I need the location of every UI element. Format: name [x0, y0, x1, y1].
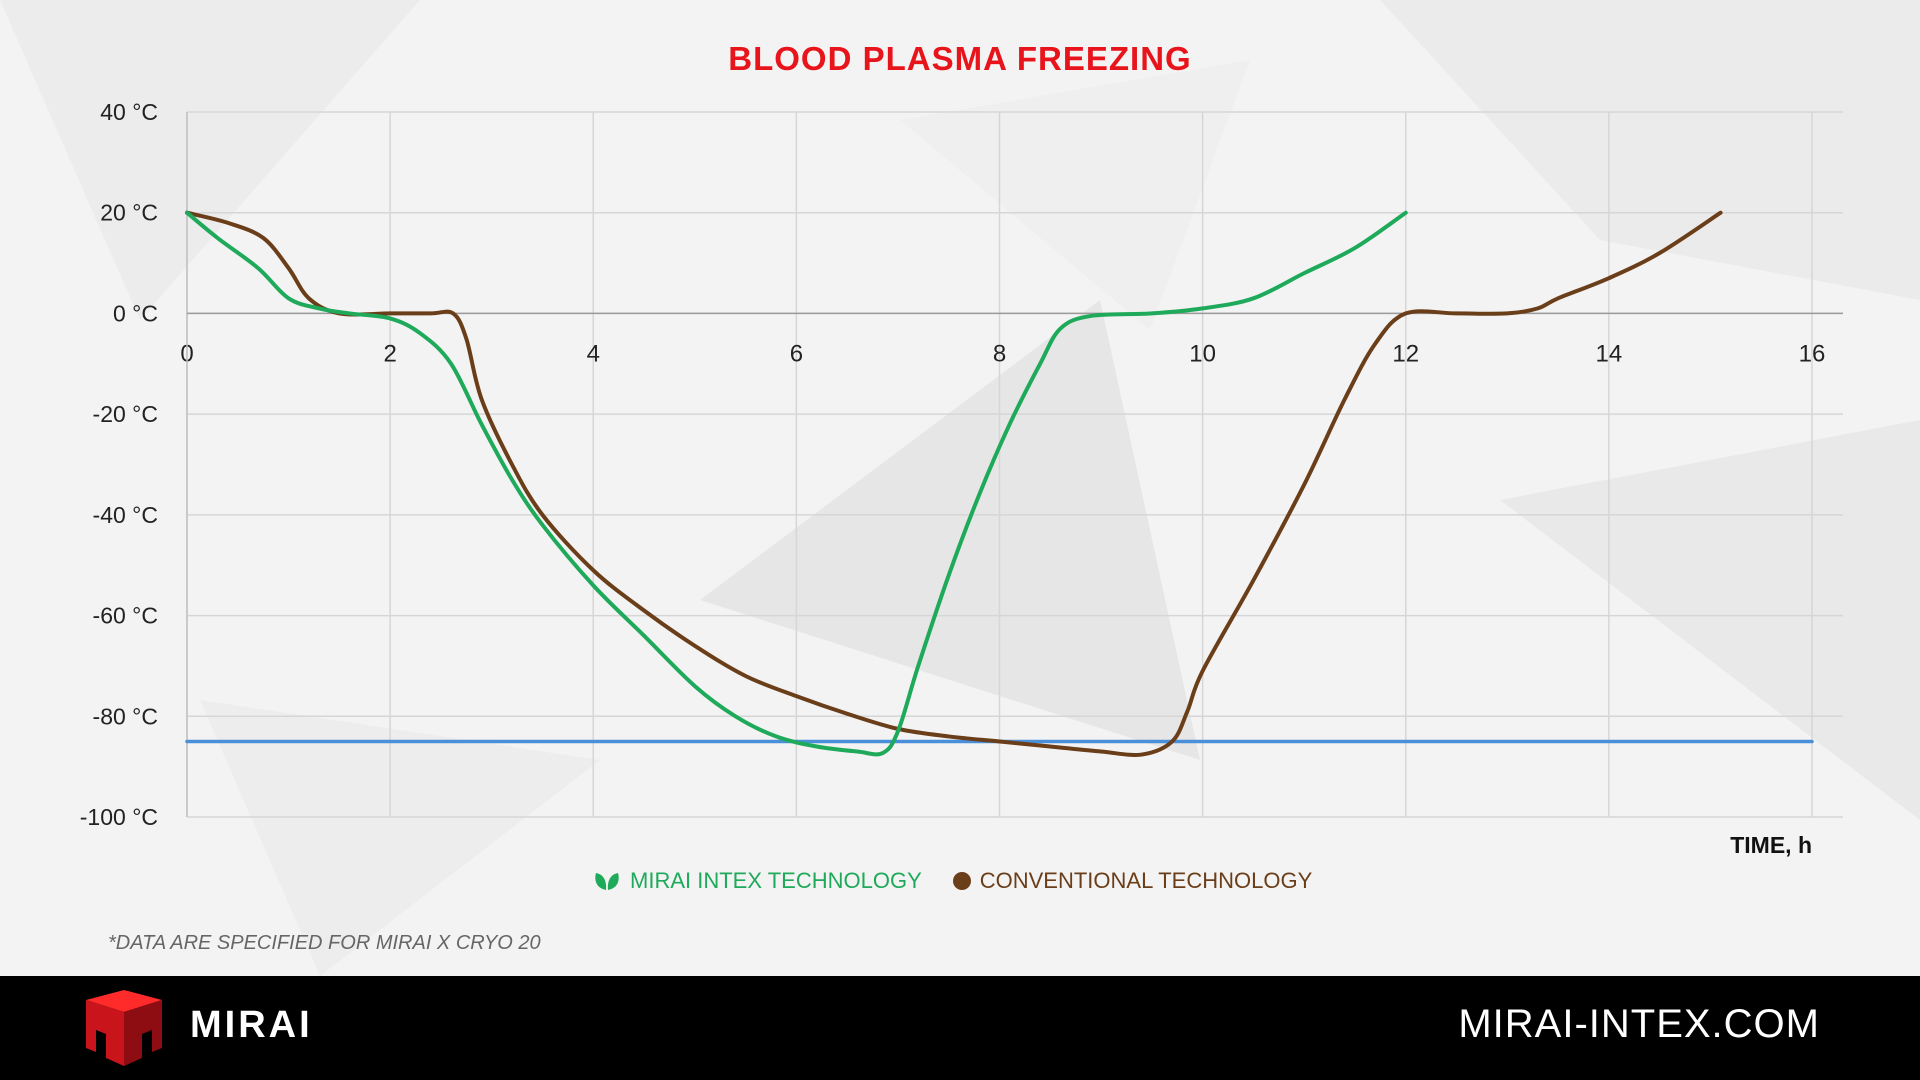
legend-label-conventional: CONVENTIONAL TECHNOLOGY	[979, 868, 1313, 893]
y-tick-label: -80 °C	[93, 703, 158, 729]
series-line-mirai	[185, 210, 1408, 757]
brand-name: MIRAI	[190, 1004, 313, 1046]
mirai-logo-icon	[82, 990, 166, 1071]
x-tick-label: 16	[1799, 340, 1826, 367]
line-chart: 40 °C 20 °C 0 °C -20 °C -40 °C -60 °C -80 °C -1…	[80, 99, 1843, 830]
website-link[interactable]: MIRAI-INTEX.COM	[1458, 1002, 1820, 1046]
y-tick-label: 20 °C	[100, 200, 158, 226]
footer-bar: MIRAI MIRAI-INTEX.COM	[0, 976, 1920, 1080]
legend-item-conventional: CONVENTIONAL TECHNOLOGY	[952, 868, 1313, 894]
y-tick-label: -20 °C	[93, 401, 158, 427]
legend-label-mirai: MIRAI INTEX TECHNOLOGY	[630, 868, 922, 893]
x-tick-label: 14	[1596, 340, 1623, 367]
x-tick-label: 8	[993, 340, 1006, 367]
chart-title: BLOOD PLASMA FREEZING	[728, 40, 1192, 77]
dot-icon	[952, 871, 972, 891]
leaf-icon	[592, 870, 622, 892]
series-line-conventional	[185, 210, 1723, 757]
y-tick-label: -60 °C	[93, 603, 158, 629]
y-tick-label: -100 °C	[80, 804, 158, 830]
x-axis-label: TIME, h	[1730, 832, 1812, 858]
x-tick-label: 12	[1392, 340, 1419, 367]
x-tick-label: 6	[790, 340, 803, 367]
y-tick-label: 0 °C	[113, 300, 158, 326]
legend-item-mirai: MIRAI INTEX TECHNOLOGY	[592, 868, 922, 894]
y-tick-label: -40 °C	[93, 502, 158, 528]
y-tick-label: 40 °C	[100, 99, 158, 125]
x-tick-label: 4	[587, 340, 600, 367]
x-tick-label: 2	[383, 340, 396, 367]
x-tick-label: 10	[1189, 340, 1216, 367]
footnote: *DATA ARE SPECIFIED FOR MIRAI X CRYO 20	[108, 932, 541, 954]
background-pattern	[700, 300, 1200, 760]
chart-legend: MIRAI INTEX TECHNOLOGY CONVENTIONAL TECH…	[592, 868, 1342, 894]
